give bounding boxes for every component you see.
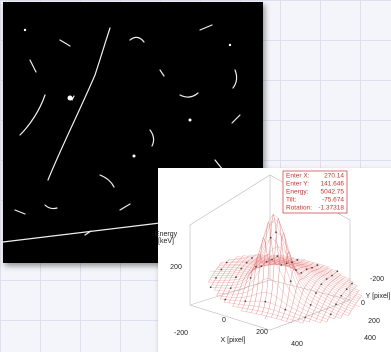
mesh-point — [316, 264, 318, 266]
x-tick-label: 400 — [291, 341, 303, 348]
mesh-point — [250, 277, 252, 279]
mesh-point — [336, 270, 338, 272]
mesh-point — [320, 283, 322, 285]
mesh-point — [351, 283, 353, 285]
info-key: Enter Y: — [286, 181, 309, 188]
info-key: Enter X: — [286, 173, 310, 180]
mesh-point — [330, 313, 332, 315]
mesh-point — [296, 259, 298, 261]
scene: Enter X: 270.14 Enter Y: 141.646 Energy: 5042… — [0, 0, 391, 352]
mesh-point — [226, 262, 228, 264]
info-value: -75.674 — [322, 197, 344, 204]
mesh-point — [275, 231, 277, 233]
mesh-point — [215, 277, 217, 279]
mesh-point — [280, 264, 282, 266]
info-value: 141.646 — [321, 181, 345, 188]
x-axis-label: X [pixel] — [221, 337, 246, 344]
y-tick-label: 0 — [361, 300, 365, 307]
page: Enter X: 270.14 Enter Y: 141.646 Energy: 5042… — [0, 0, 391, 352]
mesh-point — [276, 255, 278, 257]
x-tick-label: 200 — [256, 329, 268, 336]
info-value: -1.37318 — [318, 205, 344, 212]
z-axis-label: Energy — [155, 231, 178, 238]
mesh-point — [311, 267, 313, 269]
mesh-point — [291, 261, 293, 263]
mesh-point — [220, 269, 222, 271]
mesh-point — [255, 266, 257, 268]
mesh-point — [230, 287, 232, 289]
mesh-point — [290, 280, 292, 282]
info-value: 270.14 — [324, 173, 344, 180]
mesh-point — [244, 300, 246, 302]
mesh-point — [286, 262, 288, 264]
y-tick-label: -200 — [370, 276, 384, 283]
y-tick-label: 400 — [364, 335, 376, 342]
mesh-point — [270, 237, 272, 239]
mesh-point — [346, 288, 348, 290]
mesh-point — [246, 262, 248, 264]
mesh-point — [264, 301, 266, 303]
mesh-point — [340, 295, 342, 297]
mesh-point — [306, 268, 308, 270]
y-axis-label: Y [pixel] — [366, 293, 391, 300]
mesh-point — [304, 317, 306, 319]
mesh-point — [235, 276, 237, 278]
mesh-point — [210, 286, 212, 288]
info-key: Energy: — [286, 189, 309, 196]
mesh-point — [266, 261, 268, 263]
mesh-point — [295, 269, 297, 271]
info-key: Rotation: — [286, 205, 312, 212]
info-box: Enter X: 270.14 Enter Y: 141.646 Energy: 5042… — [283, 171, 347, 213]
mesh-point — [335, 303, 337, 305]
mesh-point — [271, 259, 273, 261]
x-tick-label: -200 — [174, 330, 188, 337]
z-tick-label: 200 — [170, 264, 182, 271]
z-axis-label: [keV] — [158, 238, 174, 245]
mesh-point — [310, 304, 312, 306]
y-tick-label: 200 — [368, 318, 380, 325]
mesh-point — [251, 257, 253, 259]
mesh-point — [260, 265, 262, 267]
mesh-point — [300, 272, 302, 274]
info-key: Tilt: — [286, 197, 296, 204]
mesh-point — [315, 292, 317, 294]
mesh-point — [224, 299, 226, 301]
mesh-point — [331, 275, 333, 277]
x-tick-label: 0 — [222, 317, 226, 324]
mesh-point — [326, 278, 328, 280]
mesh-point — [284, 309, 286, 311]
info-value: 5042.75 — [321, 189, 345, 196]
mesh-point — [240, 268, 242, 270]
